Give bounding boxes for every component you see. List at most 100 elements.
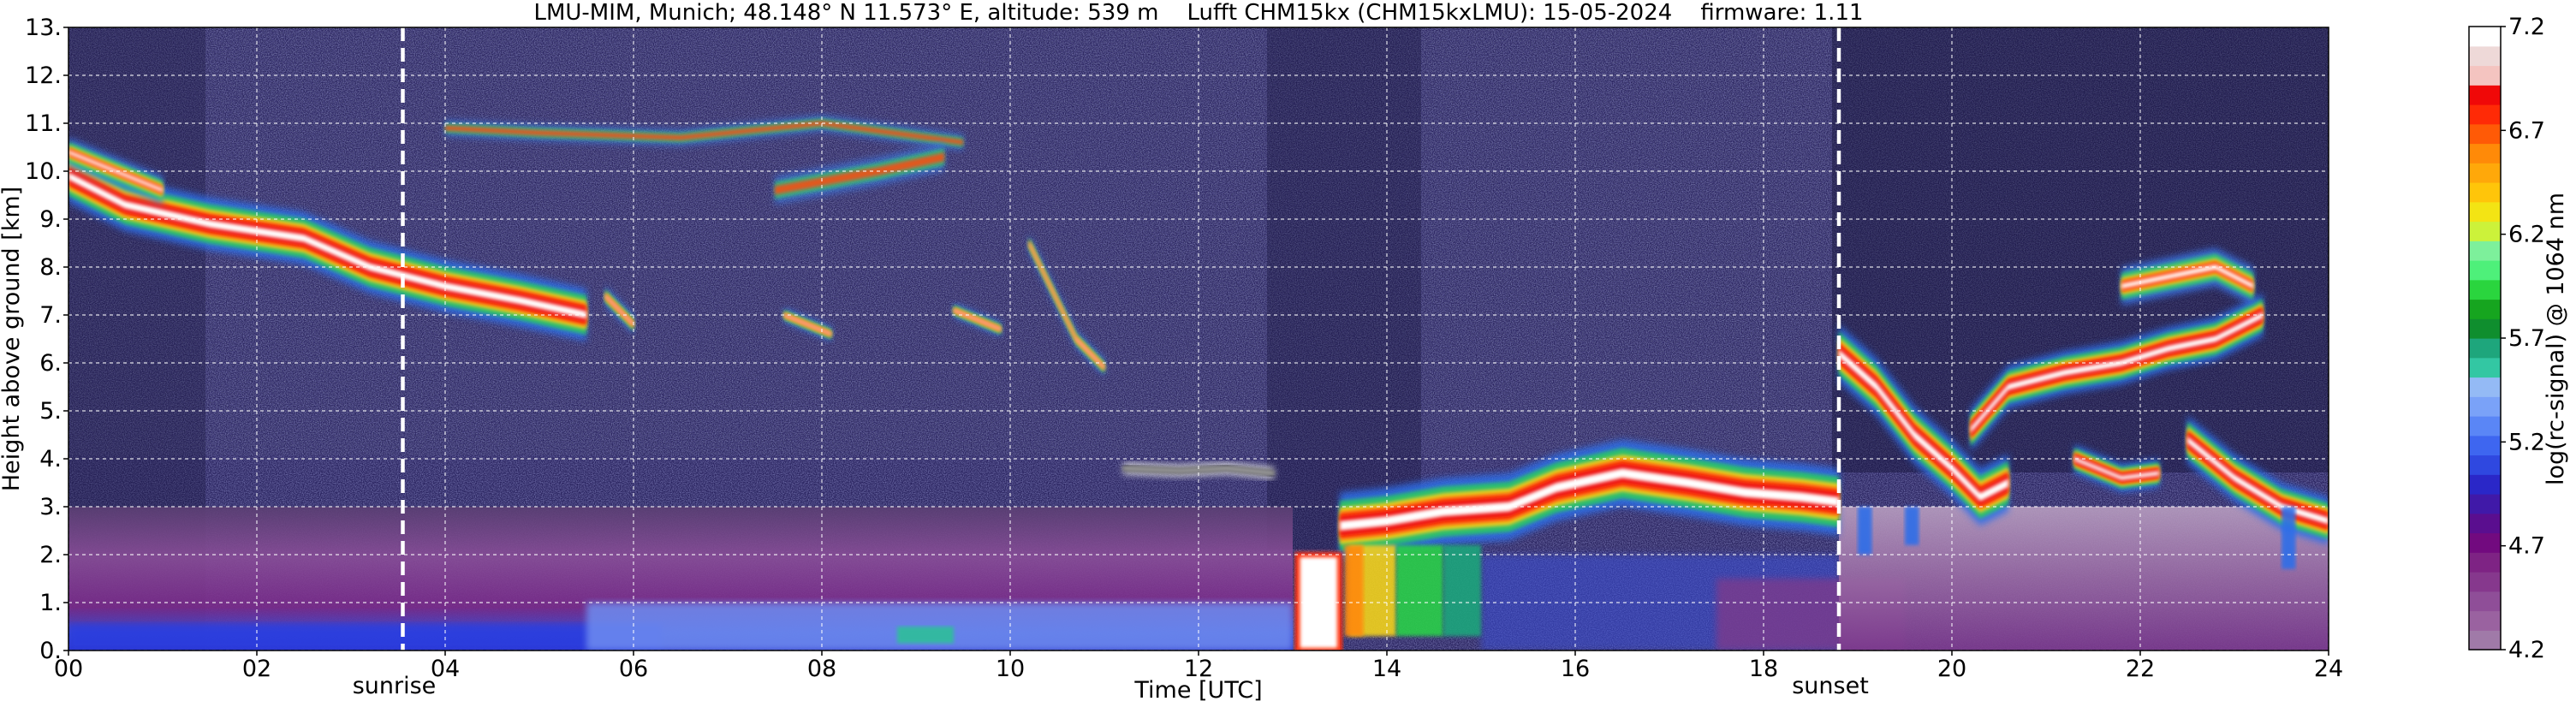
streak-3-layer-4 [954, 309, 1001, 330]
colorbar-segment [2469, 591, 2501, 612]
x-tick-label: 20 [1937, 656, 1966, 682]
colorbar-tick-label: 6.7 [2508, 117, 2545, 144]
evening-cloud-layer-4 [1839, 344, 2008, 506]
evening-low-1-layer-5 [2074, 456, 2159, 480]
y-tick-label: 13. [25, 15, 62, 41]
evening-fallstreak-1 [1905, 507, 1919, 545]
colorbar-segment [2469, 572, 2501, 592]
colorbar-tick-label: 4.2 [2508, 637, 2545, 663]
colorbar-segment [2469, 27, 2501, 47]
y-tick-label: 3. [39, 494, 62, 520]
colorbar-segment [2469, 435, 2501, 456]
y-tick-label: 4. [39, 446, 62, 472]
colorbar-segment [2469, 221, 2501, 241]
y-tick-label: 6. [39, 350, 62, 377]
x-tick-label: 22 [2126, 656, 2155, 682]
streak-4-layer-0 [1029, 235, 1104, 377]
colorbar-segment [2469, 104, 2501, 125]
aerosol-layer-evening [1839, 507, 2329, 651]
colorbar-segment [2469, 396, 2501, 417]
colorbar-segment [2469, 65, 2501, 86]
aerosol-band-blue-low [68, 624, 662, 651]
y-tick-labels: 0. 1. 2. 3. 4. 5. 6. 7. 8. 9. 10. 11. 12. 13. [25, 15, 68, 664]
colorbar [2469, 27, 2501, 651]
plot-area [68, 27, 2329, 651]
y-tick-label: 2. [39, 542, 62, 568]
evening-cloud-layer-5 [1839, 349, 2008, 502]
x-tick-label: 24 [2314, 656, 2343, 682]
x-tick-label: 02 [242, 656, 271, 682]
y-tick-label: 10. [25, 158, 62, 185]
colorbar-segment [2469, 377, 2501, 397]
y-axis-label: Height above ground [km] [0, 187, 25, 491]
afternoon-cloud-layer-5 [1340, 468, 1839, 531]
colorbar-segment [2469, 513, 2501, 534]
marker-labels: sunrise sunset [353, 673, 1869, 699]
y-tick-label: 7. [39, 302, 62, 329]
convective-cell-3 [1344, 544, 1364, 637]
colorbar-segment [2469, 279, 2501, 300]
streak-1-layer-4 [605, 294, 634, 326]
evening-fallstreak-2 [2282, 507, 2296, 569]
colorbar-tick-label: 5.2 [2508, 429, 2545, 455]
colorbar-segment [2469, 357, 2501, 378]
evening-cloud-layer-3 [1839, 341, 2008, 509]
colorbar-segment [2469, 338, 2501, 359]
cloud-features [68, 115, 2329, 651]
cirrus-morning-top-layer-4 [68, 150, 163, 193]
dark-zone-midday [1267, 27, 1421, 550]
convective-cell-1 [1396, 544, 1443, 637]
evening-high-1-layer-4 [1971, 308, 2263, 437]
colorbar-segment [2469, 85, 2501, 105]
colorbar-segment [2469, 416, 2501, 437]
chart-title: LMU-MIM, Munich; 48.148° N 11.573° E, al… [533, 0, 1863, 26]
colorbar-label: log(rc-signal) @ 1064 nm [2543, 193, 2569, 485]
colorbar-segment [2469, 123, 2501, 145]
colorbar-segment [2469, 552, 2501, 573]
cirrus-morning-layer-5 [68, 172, 586, 319]
y-tick-label: 12. [25, 62, 62, 89]
x-tick-label: 06 [619, 656, 648, 682]
x-tick-label: 12 [1184, 656, 1213, 682]
marker-label-sunrise: sunrise [353, 673, 437, 699]
colorbar-segment [2469, 630, 2501, 651]
y-tick-label: 9. [39, 206, 62, 233]
y-tick-label: 1. [39, 590, 62, 616]
x-tick-label: 08 [807, 656, 836, 682]
colorbar-segment [2469, 454, 2501, 475]
thin-layer-layer-2 [1123, 466, 1274, 475]
x-tick-label: 18 [1749, 656, 1778, 682]
boundary-layer [68, 507, 2329, 651]
colorbar-tick-label: 7.2 [2508, 14, 2545, 40]
evening-low-2-layer-5 [2187, 436, 2329, 525]
x-tick-label: 14 [1372, 656, 1401, 682]
colorbar-segment [2469, 241, 2501, 261]
grid-lines [68, 27, 2329, 651]
colorbar-segment [2469, 610, 2501, 631]
cirrus-high-1-layer-2 [445, 121, 963, 146]
evening-fallstreak-0 [1858, 507, 1872, 555]
aerosol-patch-green [897, 627, 954, 644]
x-tick-label: 04 [431, 656, 460, 682]
marker-label-sunset: sunset [1792, 673, 1869, 699]
colorbar-segment [2469, 318, 2501, 339]
evening-high-2-layer-4 [2121, 264, 2253, 289]
x-tick-label: 10 [996, 656, 1025, 682]
evening-low-2-layer-4 [2187, 432, 2329, 529]
convective-cell-2 [1443, 544, 1481, 637]
sun-markers [401, 27, 1841, 651]
dark-zone-evening [1832, 27, 2329, 472]
y-tick-label: 5. [39, 398, 62, 425]
streak-2-layer-4 [784, 314, 831, 336]
x-axis-label: Time [UTC] [1133, 677, 1262, 704]
y-tick-label: 11. [25, 110, 62, 137]
colorbar-segment [2469, 494, 2501, 514]
evening-high-1-layer-5 [1971, 312, 2263, 433]
colorbar-segment [2469, 260, 2501, 281]
x-tick-label: 16 [1561, 656, 1590, 682]
colorbar-segment [2469, 182, 2501, 203]
x-tick-labels: 00 02 04 06 08 10 12 14 16 18 20 22 24 [54, 651, 2343, 682]
colorbar-segment [2469, 201, 2501, 223]
cirrus-high-2-layer-2 [775, 152, 944, 195]
